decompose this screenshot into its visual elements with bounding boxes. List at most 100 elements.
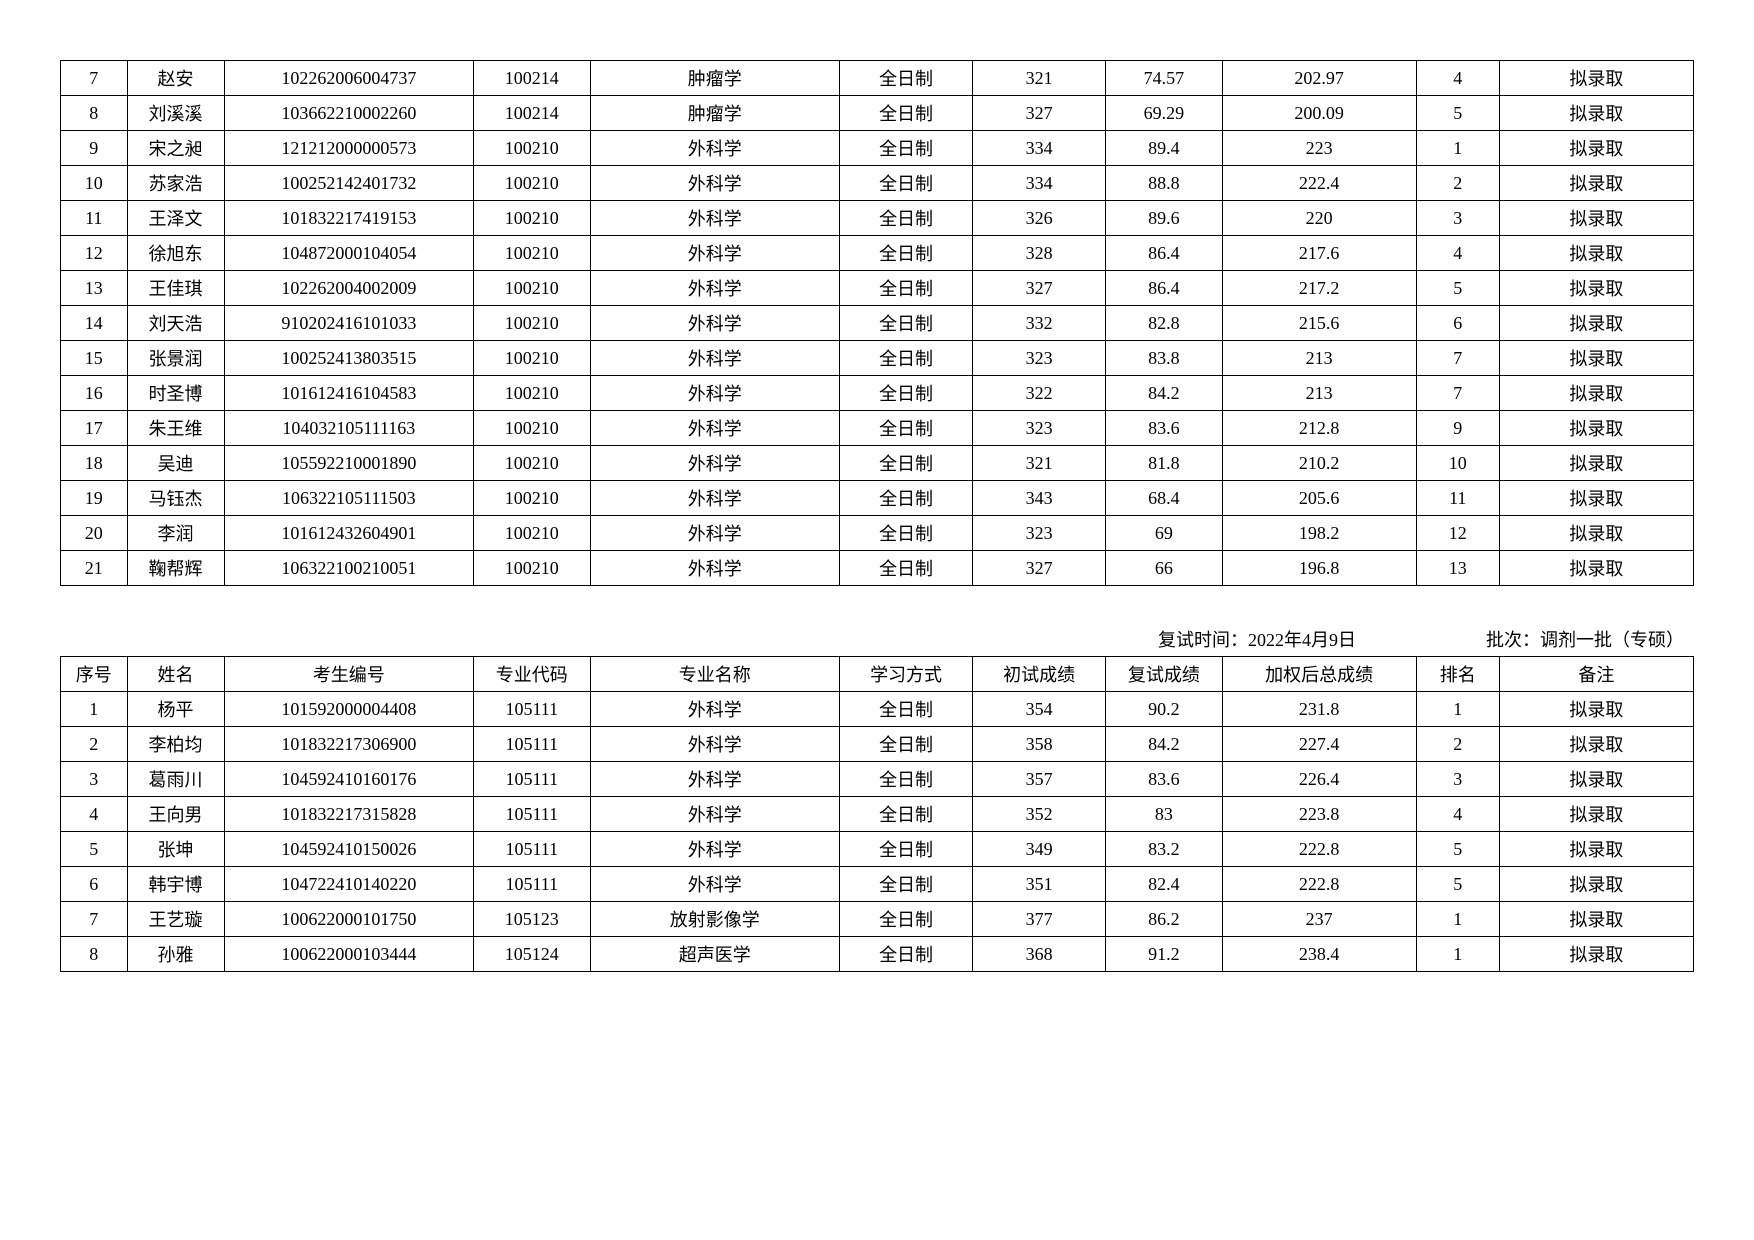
results-table-2: 序号姓名考生编号专业代码专业名称学习方式初试成绩复试成绩加权后总成绩排名备注 1… [60, 656, 1694, 972]
table-cell: 100214 [474, 96, 590, 131]
table-row: 12徐旭东104872000104054100210外科学全日制32886.42… [61, 236, 1694, 271]
table-cell: 217.6 [1222, 236, 1416, 271]
table-cell: 81.8 [1106, 446, 1222, 481]
table-cell: 104722410140220 [224, 867, 474, 902]
table-cell: 196.8 [1222, 551, 1416, 586]
table-cell: 外科学 [590, 201, 840, 236]
table-cell: 121212000000573 [224, 131, 474, 166]
table-cell: 韩宇博 [127, 867, 224, 902]
table-cell: 外科学 [590, 271, 840, 306]
table-cell: 86.4 [1106, 271, 1222, 306]
table-cell: 223 [1222, 131, 1416, 166]
table-cell: 全日制 [840, 867, 973, 902]
table-cell: 肿瘤学 [590, 96, 840, 131]
table-cell: 拟录取 [1499, 131, 1693, 166]
retest-label: 复试时间： [1158, 630, 1248, 650]
table-cell: 226.4 [1222, 762, 1416, 797]
table-cell: 103662210002260 [224, 96, 474, 131]
table-cell: 5 [61, 832, 128, 867]
table-cell: 1 [61, 692, 128, 727]
table-cell: 外科学 [590, 692, 840, 727]
table-cell: 拟录取 [1499, 551, 1693, 586]
table-cell: 拟录取 [1499, 516, 1693, 551]
table-cell: 105111 [474, 867, 590, 902]
table-cell: 全日制 [840, 201, 973, 236]
table-cell: 拟录取 [1499, 692, 1693, 727]
table-cell: 101832217315828 [224, 797, 474, 832]
table-cell: 106322100210051 [224, 551, 474, 586]
table-cell: 孙雅 [127, 937, 224, 972]
table-cell: 拟录取 [1499, 797, 1693, 832]
table-cell: 时圣博 [127, 376, 224, 411]
table-cell: 拟录取 [1499, 762, 1693, 797]
table-cell: 拟录取 [1499, 236, 1693, 271]
table-row: 5张坤104592410150026105111外科学全日制34983.2222… [61, 832, 1694, 867]
table-cell: 102262006004737 [224, 61, 474, 96]
table-row: 19马钰杰106322105111503100210外科学全日制34368.42… [61, 481, 1694, 516]
table-cell: 100210 [474, 376, 590, 411]
table-cell: 全日制 [840, 306, 973, 341]
table-cell: 李润 [127, 516, 224, 551]
table-cell: 7 [1416, 341, 1499, 376]
table-cell: 10 [1416, 446, 1499, 481]
table-cell: 全日制 [840, 411, 973, 446]
table-cell: 101612432604901 [224, 516, 474, 551]
table-cell: 100252413803515 [224, 341, 474, 376]
table-cell: 全日制 [840, 762, 973, 797]
table-cell: 358 [973, 727, 1106, 762]
table-cell: 100210 [474, 411, 590, 446]
table-cell: 拟录取 [1499, 376, 1693, 411]
table-cell: 222.4 [1222, 166, 1416, 201]
table-cell: 全日制 [840, 61, 973, 96]
table-cell: 全日制 [840, 376, 973, 411]
table-cell: 910202416101033 [224, 306, 474, 341]
table-cell: 13 [61, 271, 128, 306]
table-cell: 外科学 [590, 341, 840, 376]
table-cell: 105111 [474, 797, 590, 832]
table-cell: 215.6 [1222, 306, 1416, 341]
table-cell: 68.4 [1106, 481, 1222, 516]
table-cell: 7 [61, 902, 128, 937]
table-cell: 321 [973, 61, 1106, 96]
table-cell: 102262004002009 [224, 271, 474, 306]
table-cell: 拟录取 [1499, 306, 1693, 341]
table-row: 7赵安102262006004737100214肿瘤学全日制32174.5720… [61, 61, 1694, 96]
table-cell: 全日制 [840, 166, 973, 201]
table-cell: 237 [1222, 902, 1416, 937]
table-row: 2李柏均101832217306900105111外科学全日制35884.222… [61, 727, 1694, 762]
table-cell: 105111 [474, 832, 590, 867]
table-cell: 拟录取 [1499, 166, 1693, 201]
table-cell: 105111 [474, 762, 590, 797]
table-cell: 5 [1416, 867, 1499, 902]
table-cell: 2 [1416, 727, 1499, 762]
table-cell: 100210 [474, 166, 590, 201]
table-cell: 223.8 [1222, 797, 1416, 832]
table-cell: 7 [61, 61, 128, 96]
table-cell: 拟录取 [1499, 96, 1693, 131]
table-row: 14刘天浩910202416101033100210外科学全日制33282.82… [61, 306, 1694, 341]
table-cell: 放射影像学 [590, 902, 840, 937]
table-cell: 4 [1416, 236, 1499, 271]
table-cell: 89.4 [1106, 131, 1222, 166]
table-cell: 210.2 [1222, 446, 1416, 481]
table-cell: 100210 [474, 481, 590, 516]
table-cell: 86.2 [1106, 902, 1222, 937]
table-cell: 105123 [474, 902, 590, 937]
table-row: 7王艺璇100622000101750105123放射影像学全日制37786.2… [61, 902, 1694, 937]
table-row: 6韩宇博104722410140220105111外科学全日制35182.422… [61, 867, 1694, 902]
table-cell: 18 [61, 446, 128, 481]
retest-time: 复试时间：2022年4月9日 [1158, 626, 1356, 652]
table-cell: 89.6 [1106, 201, 1222, 236]
table-cell: 349 [973, 832, 1106, 867]
table-cell: 杨平 [127, 692, 224, 727]
table-cell: 100210 [474, 306, 590, 341]
table-cell: 104872000104054 [224, 236, 474, 271]
table-cell: 100214 [474, 61, 590, 96]
table-cell: 12 [1416, 516, 1499, 551]
table-cell: 21 [61, 551, 128, 586]
table-cell: 外科学 [590, 376, 840, 411]
table-cell: 拟录取 [1499, 411, 1693, 446]
table-cell: 13 [1416, 551, 1499, 586]
table-row: 21鞠帮辉106322100210051100210外科学全日制32766196… [61, 551, 1694, 586]
table-cell: 220 [1222, 201, 1416, 236]
